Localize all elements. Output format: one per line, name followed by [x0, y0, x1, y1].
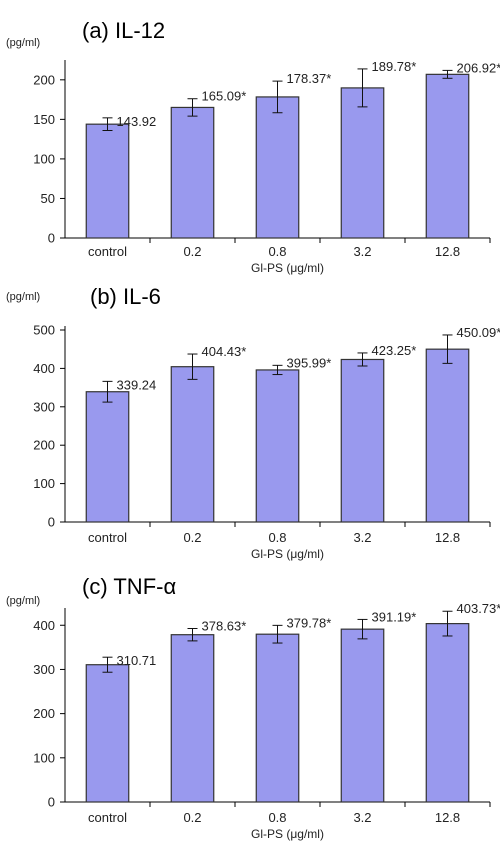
bar [340, 358, 385, 523]
chart-title: (a) IL-12 [82, 18, 165, 43]
y-tick-label: 200 [33, 438, 55, 453]
y-tick-label: 100 [33, 750, 55, 765]
x-tick-label: control [88, 810, 127, 825]
y-tick-label: 150 [33, 112, 55, 127]
data-label: 404.43* [202, 344, 247, 359]
x-tick-label: 0.2 [183, 244, 201, 259]
data-label: 143.92 [117, 114, 157, 129]
data-label: 165.09* [202, 89, 247, 104]
x-tick-label: 0.8 [268, 530, 286, 545]
bar [170, 366, 215, 523]
x-tick-label: 3.2 [353, 530, 371, 545]
bar [425, 623, 470, 803]
data-label: 206.92* [457, 60, 500, 75]
bar [170, 106, 215, 239]
data-label: 423.25* [372, 343, 417, 358]
y-tick-label: 0 [48, 515, 55, 530]
bar [340, 87, 385, 239]
y-tick-label: 400 [33, 618, 55, 633]
data-label: 403.73* [457, 601, 500, 616]
y-tick-label: 400 [33, 361, 55, 376]
data-label: 189.78* [372, 59, 417, 74]
y-tick-label: 0 [48, 231, 55, 246]
bar [85, 664, 130, 803]
x-tick-label: 0.2 [183, 530, 201, 545]
y-tick-label: 100 [33, 151, 55, 166]
x-tick-label: 0.8 [268, 810, 286, 825]
data-label: 178.37* [287, 71, 332, 86]
bar [85, 391, 130, 523]
data-label: 378.63* [202, 619, 247, 634]
y-unit-label: (pg/ml) [6, 37, 40, 49]
data-label: 391.19* [372, 609, 417, 624]
data-label: 310.71 [117, 653, 157, 668]
y-tick-label: 50 [41, 191, 55, 206]
x-axis-label: Gl-PS (μg/ml) [251, 547, 324, 561]
x-tick-label: 12.8 [435, 530, 460, 545]
y-tick-label: 300 [33, 399, 55, 414]
chart-panel-2: (b) IL-6 (pg/ml) 0 100 200 300 400 500 339.24 con… [6, 284, 500, 561]
y-unit-label: (pg/ml) [6, 595, 40, 607]
chart-title: (c) TNF-α [82, 574, 176, 599]
x-tick-label: 3.2 [353, 810, 371, 825]
data-label: 339.24 [117, 377, 157, 392]
y-tick-label: 200 [33, 706, 55, 721]
x-tick-label: 0.2 [183, 810, 201, 825]
bar [255, 369, 300, 523]
y-tick-label: 300 [33, 662, 55, 677]
data-label: 395.99* [287, 355, 332, 370]
x-tick-label: control [88, 244, 127, 259]
x-axis-label: Gl-PS (μg/ml) [251, 261, 324, 275]
bar [340, 628, 385, 803]
bar [255, 633, 300, 803]
x-axis-label: Gl-PS (μg/ml) [251, 827, 324, 841]
x-tick-label: 12.8 [435, 244, 460, 259]
chart-panel-3: (c) TNF-α (pg/ml) 0 100 200 300 400 310.71 contr… [6, 574, 500, 841]
y-tick-label: 100 [33, 476, 55, 491]
bar [255, 96, 300, 239]
data-label: 379.78* [287, 615, 332, 630]
data-label: 450.09* [457, 325, 500, 340]
bar [425, 348, 470, 523]
y-unit-label: (pg/ml) [6, 291, 40, 303]
y-tick-label: 200 [33, 72, 55, 87]
x-tick-label: 3.2 [353, 244, 371, 259]
x-tick-label: control [88, 530, 127, 545]
y-tick-label: 0 [48, 795, 55, 810]
bar [170, 634, 215, 803]
x-tick-label: 0.8 [268, 244, 286, 259]
bar [85, 123, 130, 239]
chart-panel-1: (a) IL-12 (pg/ml) 0 50 100 150 200 143.92 contro… [6, 18, 500, 275]
y-tick-label: 500 [33, 323, 55, 338]
x-tick-label: 12.8 [435, 810, 460, 825]
chart-title: (b) IL-6 [90, 284, 161, 309]
bar [425, 73, 470, 239]
